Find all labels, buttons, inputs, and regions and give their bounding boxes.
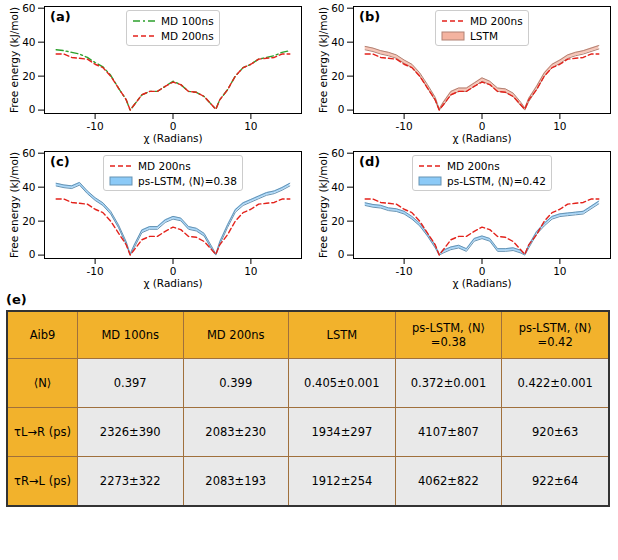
html-text:MD 200ns: MD 200ns [447, 159, 500, 172]
html-text:(e): (e) [6, 292, 27, 307]
html-text:0.405±0.001: 0.405±0.001 [304, 376, 380, 390]
svg-text:-10: -10 [396, 265, 413, 277]
svg-text:20: 20 [22, 214, 35, 226]
html-text:Aib9: Aib9 [29, 328, 56, 342]
html-text:ps-LSTM, ⟨N⟩=0.42: ps-LSTM, ⟨N⟩=0.42 [447, 174, 546, 187]
svg-text:-10: -10 [87, 120, 104, 132]
html-text:(d): (d) [359, 154, 381, 169]
html-text:LSTM: LSTM [470, 29, 498, 42]
svg-text:0: 0 [29, 103, 36, 115]
svg-text:10: 10 [553, 120, 566, 132]
html-text:ps-LSTM, ⟨N⟩=0.42: ps-LSTM, ⟨N⟩=0.42 [518, 321, 592, 349]
svg-text:10: 10 [244, 265, 257, 277]
html-text:0.397: 0.397 [113, 376, 147, 390]
html-text:(b): (b) [359, 9, 381, 24]
svg-text:20: 20 [22, 69, 35, 81]
svg-text:Free energy (kJ/mol): Free energy (kJ/mol) [8, 152, 20, 258]
svg-text:20: 20 [331, 214, 344, 226]
svg-text:0: 0 [29, 248, 36, 260]
svg-text:χ (Radians): χ (Radians) [143, 277, 202, 289]
svg-text:10: 10 [553, 265, 566, 277]
html-text:4107±807: 4107±807 [418, 425, 479, 439]
svg-text:60: 60 [22, 2, 35, 14]
html-text:τL→R (ps): τL→R (ps) [14, 425, 71, 439]
html-text:ps-LSTM, ⟨N⟩=0.38: ps-LSTM, ⟨N⟩=0.38 [412, 321, 485, 349]
html-text:(a): (a) [50, 9, 71, 24]
html-text:LSTM: LSTM [326, 328, 358, 342]
html-text:920±63: 920±63 [532, 425, 579, 439]
html-text:2083±193: 2083±193 [205, 474, 267, 488]
svg-text:Free energy (kJ/mol): Free energy (kJ/mol) [8, 7, 20, 113]
svg-text:-10: -10 [396, 120, 413, 132]
svg-text:χ (Radians): χ (Radians) [143, 132, 202, 144]
svg-text:0: 0 [479, 265, 486, 277]
html-text:2326±390: 2326±390 [99, 425, 161, 439]
html-text:MD 200ns: MD 200ns [138, 159, 191, 172]
html-text:2083±230: 2083±230 [205, 425, 267, 439]
html-text:MD 200ns: MD 200ns [470, 14, 523, 27]
svg-text:0: 0 [338, 248, 345, 260]
svg-text:20: 20 [331, 69, 344, 81]
svg-text:0: 0 [170, 120, 177, 132]
svg-text:Free energy (kJ/mol): Free energy (kJ/mol) [317, 7, 329, 113]
html-text:0.422±0.001: 0.422±0.001 [517, 376, 593, 390]
html-text:MD 100ns: MD 100ns [161, 14, 214, 27]
svg-text:χ (Radians): χ (Radians) [452, 277, 511, 289]
html-text:0.372±0.001: 0.372±0.001 [410, 376, 487, 390]
svg-text:60: 60 [22, 147, 35, 159]
html-text:(c): (c) [50, 154, 70, 169]
html-text:MD 100ns: MD 100ns [101, 328, 160, 342]
svg-text:40: 40 [22, 36, 35, 48]
html-text:MD 200ns: MD 200ns [161, 29, 214, 42]
svg-text:10: 10 [244, 120, 257, 132]
html-text:⟨N⟩: ⟨N⟩ [33, 376, 52, 390]
html-text:922±64: 922±64 [532, 474, 579, 488]
html-text:1912±254: 1912±254 [311, 474, 373, 488]
svg-text:Free energy (kJ/mol): Free energy (kJ/mol) [317, 152, 329, 258]
html-text:τR→L (ps): τR→L (ps) [14, 474, 71, 488]
svg-text:χ (Radians): χ (Radians) [452, 132, 511, 144]
svg-text:40: 40 [331, 36, 344, 48]
html-text:0.399: 0.399 [219, 376, 253, 390]
svg-text:-10: -10 [87, 265, 104, 277]
html-text:2273±322: 2273±322 [99, 474, 161, 488]
svg-text:40: 40 [331, 181, 344, 193]
svg-text:60: 60 [331, 2, 344, 14]
svg-text:0: 0 [338, 103, 345, 115]
html-text:MD 200ns: MD 200ns [206, 328, 265, 342]
svg-text:0: 0 [479, 120, 486, 132]
svg-text:40: 40 [22, 181, 35, 193]
svg-text:60: 60 [331, 147, 344, 159]
html-text:4062±822: 4062±822 [418, 474, 479, 488]
html-text:ps-LSTM, ⟨N⟩=0.38: ps-LSTM, ⟨N⟩=0.38 [138, 174, 237, 187]
svg-text:0: 0 [170, 265, 177, 277]
html-text:1934±297: 1934±297 [311, 425, 373, 439]
